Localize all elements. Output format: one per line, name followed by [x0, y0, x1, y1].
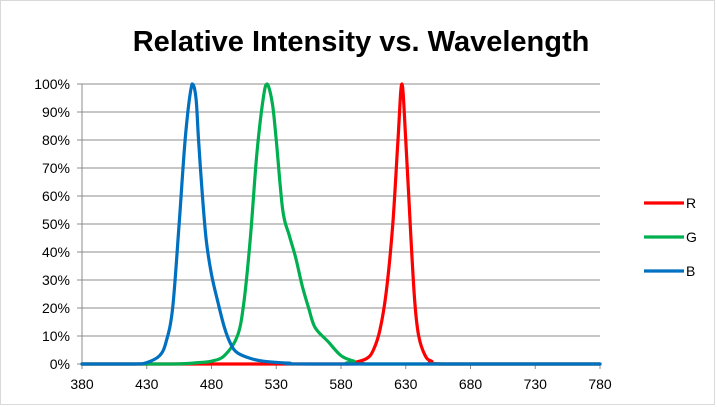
- gridlines: [82, 83, 600, 337]
- axes: [77, 83, 601, 369]
- x-tick-label: 580: [329, 376, 353, 392]
- x-tick-label: 380: [70, 376, 94, 392]
- y-tick-label: 0%: [50, 356, 70, 372]
- x-tick-label: 480: [200, 376, 224, 392]
- y-tick-label: 90%: [42, 104, 70, 120]
- y-tick-label: 50%: [42, 216, 70, 232]
- legend-label-r: R: [686, 195, 696, 211]
- x-tick-label: 430: [135, 376, 159, 392]
- x-tick-label: 530: [265, 376, 289, 392]
- y-tick-label: 30%: [42, 272, 70, 288]
- y-tick-label: 100%: [34, 76, 70, 92]
- legend-label-b: B: [686, 263, 695, 279]
- chart-title: Relative Intensity vs. Wavelength: [133, 26, 590, 58]
- series-lines: [80, 82, 602, 366]
- legend-label-g: G: [686, 229, 697, 245]
- y-tick-label: 80%: [42, 132, 70, 148]
- x-axis-ticks: 380 430 480 530 580 630 680 730 780: [70, 376, 612, 392]
- series-line-g: [80, 82, 602, 366]
- legend: R G B: [644, 195, 697, 279]
- x-tick-label: 680: [459, 376, 483, 392]
- y-tick-label: 20%: [42, 300, 70, 316]
- series-line-b: [80, 82, 602, 366]
- y-axis-ticks: 0% 10% 20% 30% 40% 50% 60% 70% 80% 90% 100%: [34, 76, 70, 372]
- y-tick-label: 70%: [42, 160, 70, 176]
- x-tick-label: 730: [524, 376, 548, 392]
- x-tick-label: 780: [588, 376, 612, 392]
- y-tick-label: 40%: [42, 244, 70, 260]
- x-tick-label: 630: [394, 376, 418, 392]
- y-tick-label: 60%: [42, 188, 70, 204]
- y-tick-label: 10%: [42, 328, 70, 344]
